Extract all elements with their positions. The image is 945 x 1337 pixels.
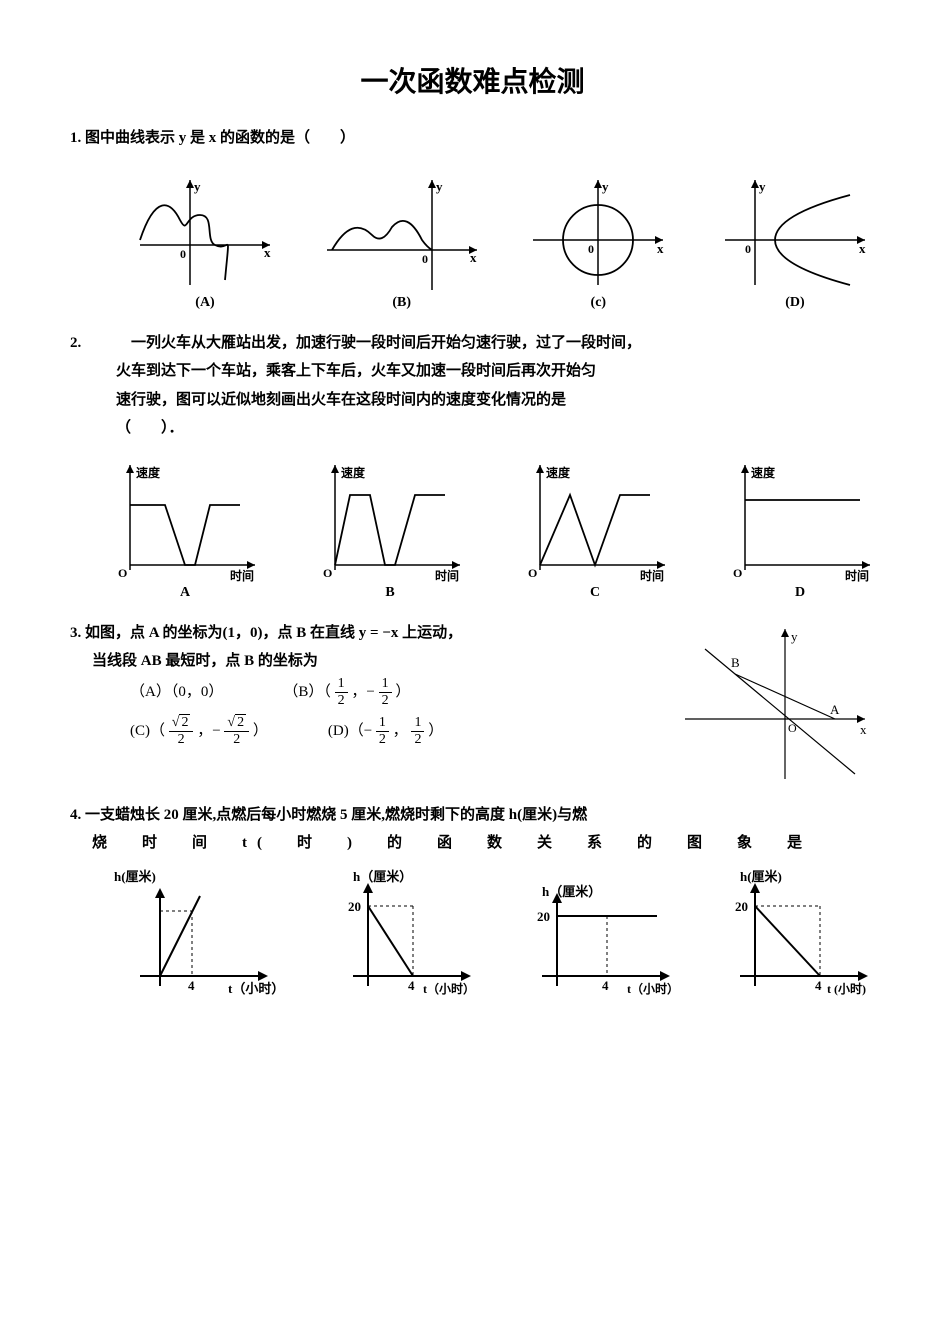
q4-fig-a: h(厘米) 20 4 t（小时） — [110, 866, 280, 1006]
q3-line1: 如图，点 A 的坐标为(1，0)，点 B 在直线 y = −x 上运动， — [85, 625, 462, 641]
question-1: 1. 图中曲线表示 y 是 x 的函数的是（ ） y x 0 (A) — [70, 124, 875, 311]
q4-number: 4. — [70, 807, 81, 823]
svg-text:x: x — [859, 241, 866, 256]
q4-fig-b: h（厘米） 20 4 t（小时） — [308, 866, 478, 1006]
q4-figures: h(厘米) 20 4 t（小时） h（厘米） — [110, 866, 875, 1006]
q4-text: 一支蜡烛长 20 厘米,点燃后每小时燃烧 5 厘米,燃烧时剩下的高度 h(厘米)… — [85, 807, 587, 823]
q1-fig-b: y x 0 — [322, 165, 482, 295]
q3-number: 3. — [70, 625, 81, 641]
svg-text:x: x — [860, 722, 867, 737]
svg-text:时间: 时间 — [845, 568, 869, 583]
svg-text:A: A — [830, 702, 840, 717]
svg-text:t（小时）: t（小时） — [627, 981, 677, 996]
svg-text:B: B — [731, 655, 740, 670]
q2-fig-d: 速度 时间 O — [725, 455, 875, 585]
svg-text:y: y — [194, 179, 201, 194]
q1-label-b: (B) — [322, 295, 482, 311]
q1-label-a: (A) — [130, 295, 280, 311]
svg-text:h（厘米）: h（厘米） — [353, 869, 412, 884]
q3-opt-d: (D)（− 12 ， 12 ） — [328, 715, 443, 748]
svg-text:O: O — [118, 566, 127, 580]
svg-text:速度: 速度 — [341, 465, 366, 480]
svg-text:t（小时）: t（小时） — [228, 981, 280, 996]
q1-label-c: (c) — [523, 295, 673, 311]
svg-text:y: y — [791, 629, 798, 644]
svg-text:速度: 速度 — [546, 465, 571, 480]
q2-label-b: B — [315, 585, 465, 601]
svg-text:y: y — [602, 179, 609, 194]
q3-opt-b: （B）（ 12 ，− 12 ） — [283, 676, 410, 709]
svg-text:O: O — [788, 721, 797, 735]
svg-text:0: 0 — [422, 252, 428, 266]
q2-label-d: D — [725, 585, 875, 601]
q2-fig-c: 速度 时间 O — [520, 455, 670, 585]
q2-line2: 火车到达下一个车站，乘客上下车后，火车又加速一段时间后再次开始匀 — [70, 357, 875, 386]
q2-number: 2. — [70, 335, 81, 351]
svg-text:y: y — [759, 179, 766, 194]
svg-text:h(厘米): h(厘米) — [740, 869, 782, 884]
q1-fig-c: y x 0 — [523, 165, 673, 295]
svg-text:0: 0 — [180, 247, 186, 261]
svg-text:时间: 时间 — [230, 568, 254, 583]
q2-fig-a: 速度 时间 O — [110, 455, 260, 585]
svg-text:y: y — [436, 179, 443, 194]
svg-text:时间: 时间 — [640, 568, 664, 583]
svg-text:时间: 时间 — [435, 568, 459, 583]
svg-text:h（厘米）: h（厘米） — [542, 884, 601, 899]
page-title: 一次函数难点检测 — [70, 60, 875, 100]
svg-text:t (小时): t (小时) — [827, 981, 866, 996]
svg-text:20: 20 — [537, 909, 550, 924]
svg-text:20: 20 — [735, 899, 748, 914]
question-3: 3. 如图，点 A 的坐标为(1，0)，点 B 在直线 y = −x 上运动， … — [70, 619, 875, 789]
svg-text:4: 4 — [408, 978, 415, 993]
svg-text:速度: 速度 — [136, 465, 161, 480]
q4-fig-c: h（厘米） 20 4 t（小时） — [507, 866, 677, 1006]
svg-text:4: 4 — [188, 978, 195, 993]
q2-line4: （ ）． — [70, 414, 875, 443]
svg-text:4: 4 — [602, 978, 609, 993]
q1-label-d: (D) — [715, 295, 875, 311]
svg-text:20: 20 — [348, 899, 361, 914]
svg-text:速度: 速度 — [751, 465, 776, 480]
question-2: 2. 一列火车从大雁站出发，加速行驶一段时间后开始匀速行驶，过了一段时间， 火车… — [70, 329, 875, 601]
q2-label-a: A — [110, 585, 260, 601]
svg-text:4: 4 — [815, 978, 822, 993]
svg-text:0: 0 — [588, 242, 594, 256]
q2-line3: 速行驶，图可以近似地刻画出火车在这段时间内的速度变化情况的是 — [70, 386, 875, 415]
q2-line1: 一列火车从大雁站出发，加速行驶一段时间后开始匀速行驶，过了一段时间， — [85, 335, 641, 351]
svg-text:x: x — [470, 250, 477, 265]
q3-line2: 当线段 AB 最短时，点 B 的坐标为 — [70, 647, 675, 676]
q3-figure: y x O A B — [675, 619, 875, 789]
question-4: 4. 一支蜡烛长 20 厘米,点燃后每小时燃烧 5 厘米,燃烧时剩下的高度 h(… — [70, 801, 875, 1006]
q1-fig-a: y x 0 — [130, 165, 280, 295]
q3-opt-a: （A）（0，0） — [130, 676, 223, 709]
svg-text:O: O — [733, 566, 742, 580]
q1-fig-d: y x 0 — [715, 165, 875, 295]
q1-text: 图中曲线表示 y 是 x 的函数的是（ ） — [85, 130, 355, 146]
q2-fig-b: 速度 时间 O — [315, 455, 465, 585]
q4-fig-d: h(厘米) 20 4 t (小时) — [705, 866, 875, 1006]
q3-opt-c: (C)（ √22 ，− √22 ） — [130, 715, 268, 748]
svg-text:0: 0 — [745, 242, 751, 256]
q1-figures: y x 0 (A) y x 0 (B) — [130, 165, 875, 311]
svg-text:h(厘米): h(厘米) — [114, 869, 156, 884]
q1-number: 1. — [70, 130, 81, 146]
svg-text:t（小时）: t（小时） — [423, 981, 475, 996]
q2-label-c: C — [520, 585, 670, 601]
q2-figures: 速度 时间 O A 速度 时间 O B — [110, 455, 875, 601]
svg-text:x: x — [657, 241, 664, 256]
svg-text:O: O — [323, 566, 332, 580]
svg-text:x: x — [264, 245, 271, 260]
svg-text:O: O — [528, 566, 537, 580]
q4-text2: 烧 时 间 t( 时 ) 的 函 数 关 系 的 图 象 是 — [70, 829, 875, 858]
